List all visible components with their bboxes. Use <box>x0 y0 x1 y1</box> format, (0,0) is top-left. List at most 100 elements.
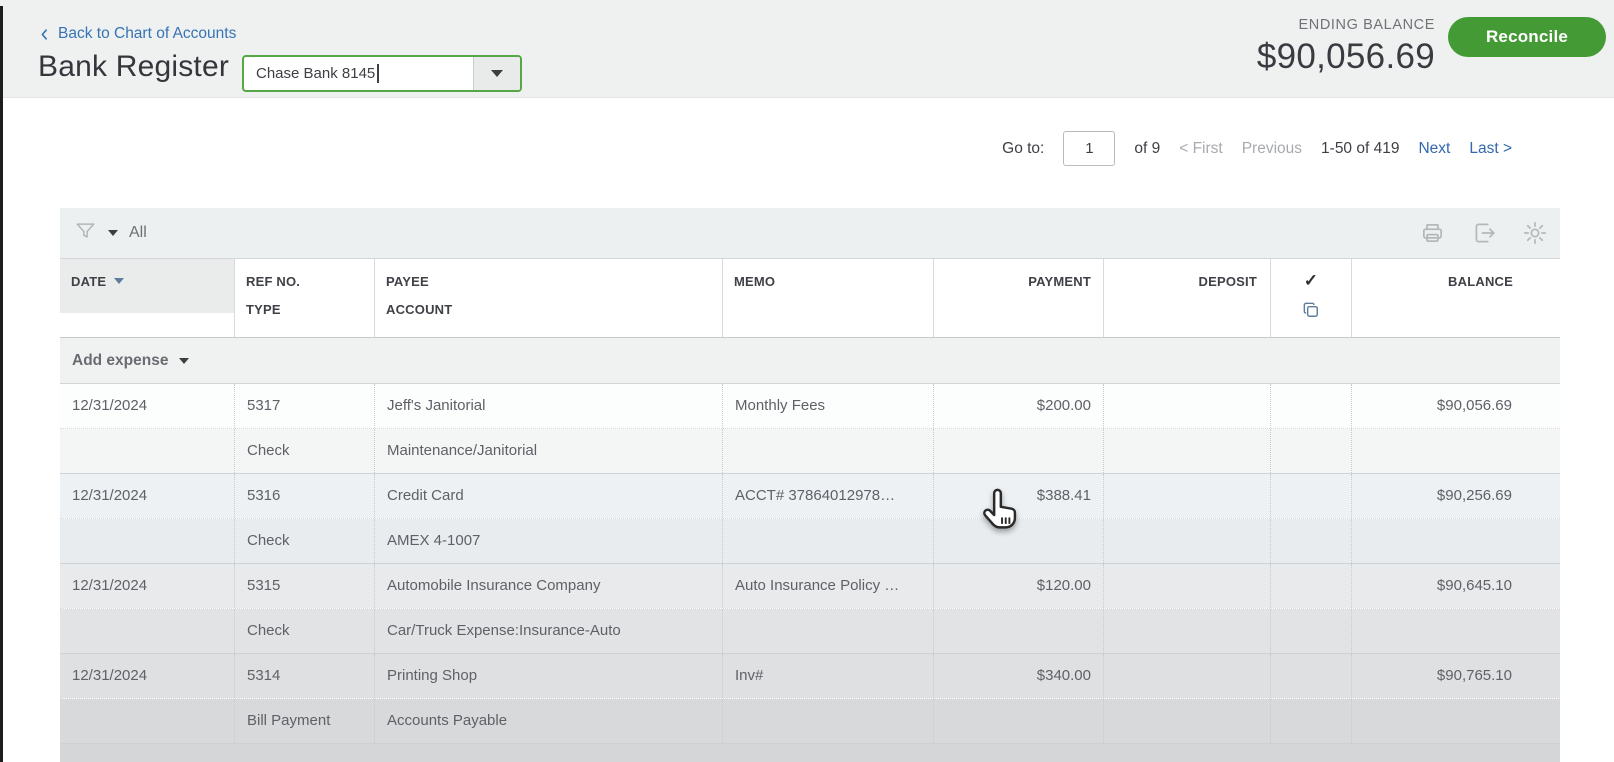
caret-down-icon <box>179 357 190 364</box>
type-cell[interactable]: Check <box>235 429 375 473</box>
register-row[interactable]: 12/31/2024 5317 Jeff's Janitorial Monthl… <box>60 384 1560 474</box>
cleared-cell[interactable] <box>1271 609 1352 653</box>
page-input[interactable] <box>1063 131 1116 166</box>
first-page-link[interactable]: < First <box>1179 139 1223 157</box>
refno-cell[interactable]: 5317 <box>235 384 375 428</box>
date-cell[interactable]: 12/31/2024 <box>60 384 235 428</box>
payment-cell[interactable] <box>934 519 1104 563</box>
last-page-link[interactable]: Last > <box>1469 139 1512 157</box>
register-row[interactable]: 12/31/2024 5314 Printing Shop Inv# $340.… <box>60 654 1560 744</box>
payment-cell[interactable]: $340.00 <box>934 654 1104 698</box>
column-header-payment[interactable]: PAYMENT <box>934 259 1104 337</box>
cleared-cell[interactable] <box>1271 654 1352 698</box>
register-row[interactable]: 12/31/2024 5315 Automobile Insurance Com… <box>60 564 1560 654</box>
date-cell[interactable]: 12/31/2024 <box>60 474 235 518</box>
filter-value-label: All <box>129 224 147 241</box>
date-cell[interactable]: 12/31/2024 <box>60 564 235 608</box>
payment-cell[interactable]: $200.00 <box>934 384 1104 428</box>
deposit-cell[interactable] <box>1104 609 1271 653</box>
next-page-link[interactable]: Next <box>1418 139 1451 157</box>
memo-cell[interactable] <box>723 609 934 653</box>
reconcile-button[interactable]: Reconcile <box>1448 17 1606 57</box>
payee-cell[interactable]: Jeff's Janitorial <box>375 384 723 428</box>
balance-cell: $90,645.10 <box>1352 564 1560 608</box>
type-cell[interactable]: Check <box>235 519 375 563</box>
deposit-cell[interactable] <box>1104 519 1271 563</box>
memo-cell[interactable] <box>723 699 934 743</box>
previous-page-link[interactable]: Previous <box>1241 139 1303 157</box>
chevron-left-icon <box>38 27 51 42</box>
memo-cell[interactable]: Auto Insurance Policy … <box>723 564 934 608</box>
deposit-cell[interactable] <box>1104 564 1271 608</box>
deposit-cell[interactable] <box>1104 384 1271 428</box>
memo-cell[interactable] <box>723 519 934 563</box>
print-icon[interactable] <box>1419 220 1446 246</box>
add-expense-button[interactable]: Add expense <box>60 338 1560 384</box>
memo-cell[interactable] <box>723 429 934 473</box>
date-cell[interactable] <box>60 429 235 473</box>
date-cell[interactable]: 12/31/2024 <box>60 654 235 698</box>
deposit-cell[interactable] <box>1104 474 1271 518</box>
balance-cell: $90,056.69 <box>1352 384 1560 428</box>
column-header-balance[interactable]: BALANCE <box>1448 274 1513 289</box>
account-cell[interactable]: AMEX 4-1007 <box>375 519 723 563</box>
payee-cell[interactable]: Printing Shop <box>375 654 723 698</box>
caret-down-icon <box>108 230 118 236</box>
payment-cell[interactable] <box>934 699 1104 743</box>
column-header-payee-account[interactable]: PAYEE ACCOUNT <box>375 259 723 337</box>
page-count-label: of 9 <box>1134 139 1161 157</box>
payment-cell[interactable] <box>934 609 1104 653</box>
caret-down-icon <box>491 70 503 77</box>
sort-desc-icon <box>114 278 125 284</box>
memo-cell[interactable]: Monthly Fees <box>723 384 934 428</box>
batch-select-icon[interactable] <box>1301 302 1321 324</box>
account-cell[interactable]: Car/Truck Expense:Insurance-Auto <box>375 609 723 653</box>
memo-cell[interactable]: ACCT# 37864012978… <box>723 474 934 518</box>
cleared-cell[interactable] <box>1271 519 1352 563</box>
back-link-label: Back to Chart of Accounts <box>58 25 237 42</box>
refno-cell[interactable]: 5316 <box>235 474 375 518</box>
deposit-cell[interactable] <box>1104 429 1271 473</box>
payment-cell[interactable] <box>934 429 1104 473</box>
gear-icon[interactable] <box>1522 220 1548 246</box>
date-cell[interactable] <box>60 609 235 653</box>
export-icon[interactable] <box>1471 220 1497 246</box>
goto-label: Go to: <box>1002 139 1045 157</box>
balance-cell <box>1352 429 1560 473</box>
column-header-cleared[interactable]: ✓ <box>1271 259 1352 337</box>
column-header-deposit[interactable]: DEPOSIT <box>1104 259 1271 337</box>
account-selector-value: Chase Bank 8145 <box>256 65 376 82</box>
account-selector[interactable]: Chase Bank 8145 <box>242 55 522 92</box>
deposit-cell[interactable] <box>1104 654 1271 698</box>
table-toolbar: All <box>60 208 1560 258</box>
date-cell[interactable] <box>60 519 235 563</box>
cleared-cell[interactable] <box>1271 384 1352 428</box>
refno-cell[interactable]: 5314 <box>235 654 375 698</box>
column-header-refno-type[interactable]: REF NO. TYPE <box>235 259 375 337</box>
payee-cell[interactable]: Credit Card <box>375 474 723 518</box>
type-cell[interactable]: Bill Payment <box>235 699 375 743</box>
payee-cell[interactable]: Automobile Insurance Company <box>375 564 723 608</box>
register-row[interactable]: 12/31/2024 5316 Credit Card ACCT# 378640… <box>60 474 1560 564</box>
back-link[interactable]: Back to Chart of Accounts <box>38 25 236 43</box>
date-cell[interactable] <box>60 699 235 743</box>
deposit-cell[interactable] <box>1104 699 1271 743</box>
account-cell[interactable]: Maintenance/Janitorial <box>375 429 723 473</box>
column-header-date[interactable]: DATE <box>60 259 235 337</box>
account-cell[interactable]: Accounts Payable <box>375 699 723 743</box>
payment-cell[interactable]: $120.00 <box>934 564 1104 608</box>
filter-button[interactable]: All <box>74 220 147 247</box>
account-dropdown-button[interactable] <box>473 57 520 90</box>
cleared-cell[interactable] <box>1271 564 1352 608</box>
memo-cell[interactable]: Inv# <box>723 654 934 698</box>
pagination: Go to: of 9 < First Previous 1-50 of 419… <box>1002 130 1512 167</box>
type-cell[interactable]: Check <box>235 609 375 653</box>
payment-cell[interactable]: $388.41 <box>934 474 1104 518</box>
cleared-cell[interactable] <box>1271 429 1352 473</box>
cleared-cell[interactable] <box>1271 699 1352 743</box>
refno-cell[interactable]: 5315 <box>235 564 375 608</box>
cleared-cell[interactable] <box>1271 474 1352 518</box>
column-header-memo[interactable]: MEMO <box>723 259 934 337</box>
next-row-partial <box>60 744 1560 762</box>
